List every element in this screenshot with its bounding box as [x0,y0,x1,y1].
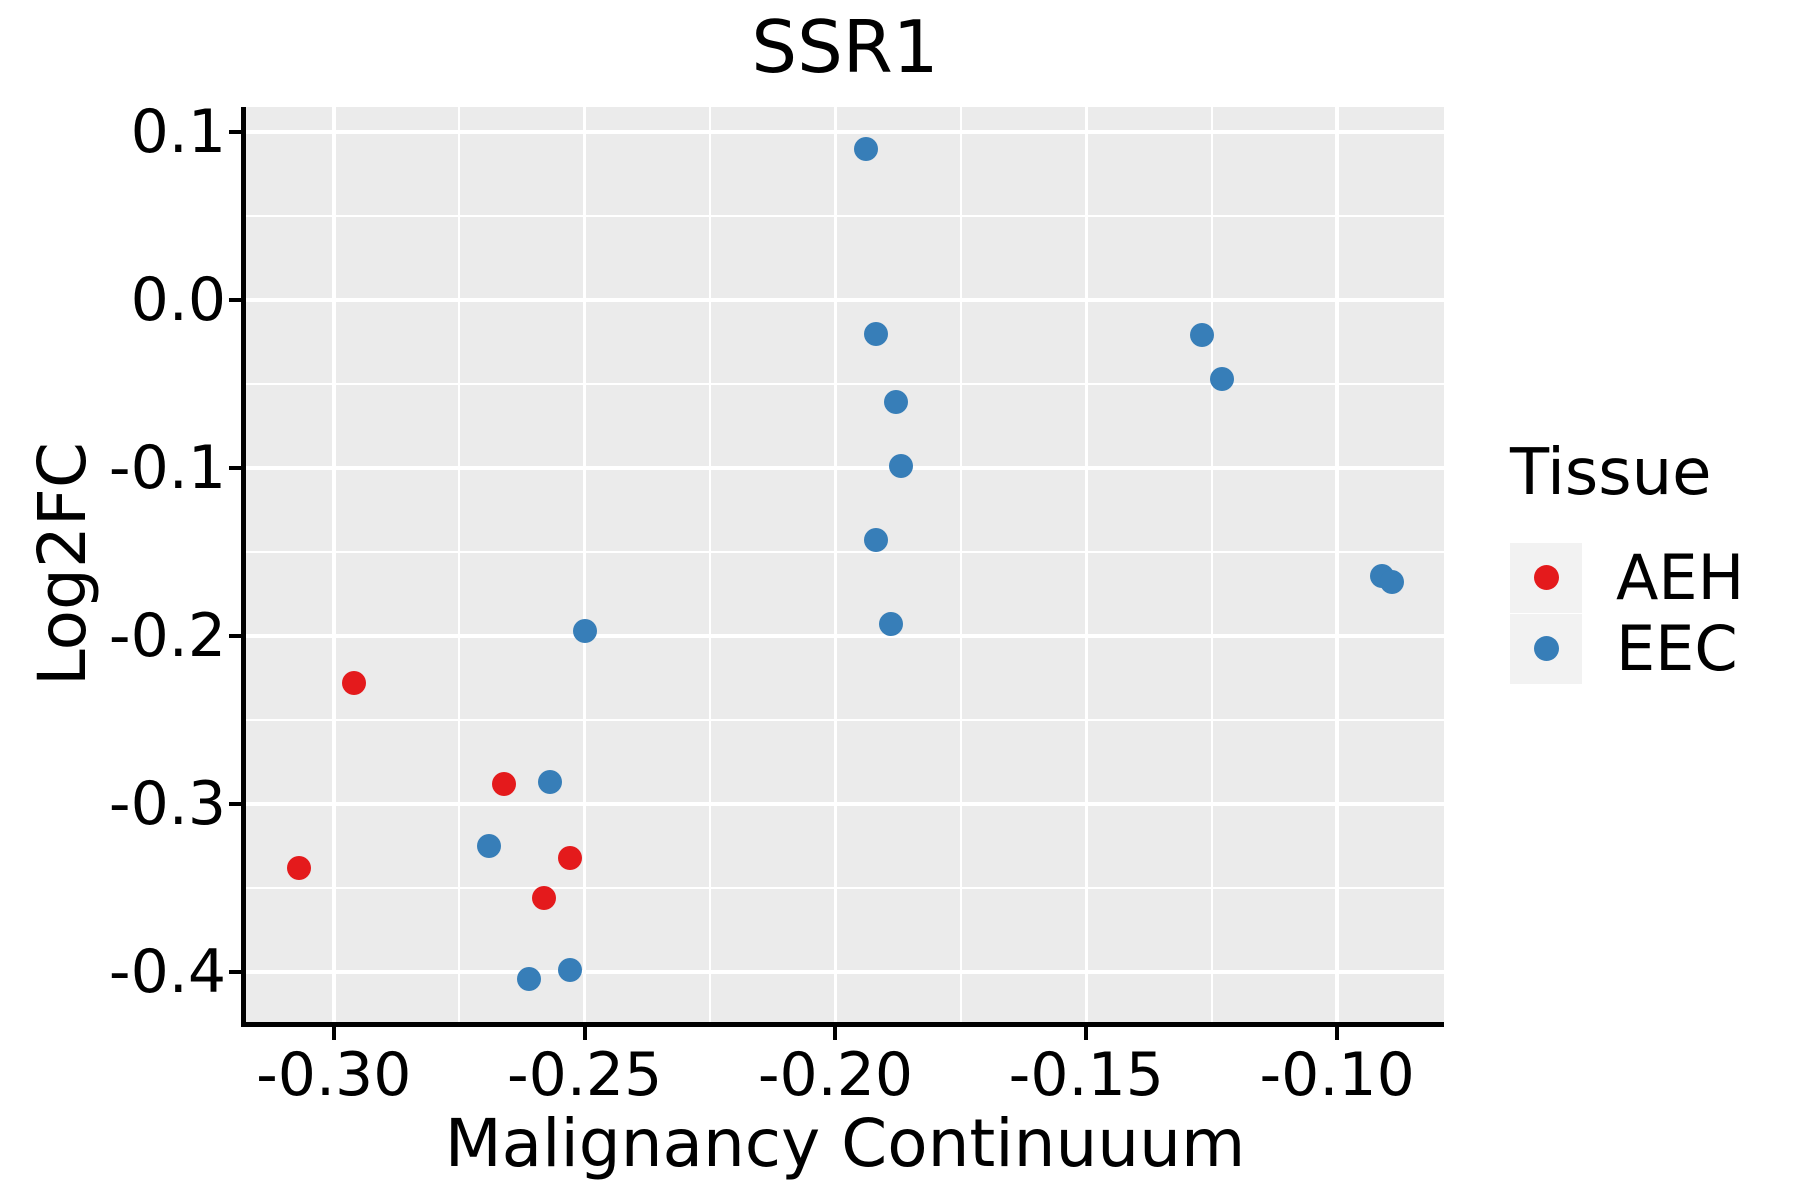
data-point-aeh [557,845,582,870]
gridline-major-y [246,130,1444,134]
data-point-eec [1380,570,1405,595]
x-tick-mark [833,1027,838,1040]
gridline-major-x [1335,107,1339,1022]
x-axis-line [241,1022,1444,1027]
x-tick-mark [1335,1027,1340,1040]
data-point-aeh [492,771,517,796]
gridline-minor-y [246,550,1444,553]
gridline-minor-y [246,718,1444,721]
plot-panel [246,107,1444,1022]
data-point-aeh [532,886,557,911]
data-point-eec [1209,366,1234,391]
legend-key [1510,613,1582,684]
y-tick-mark [229,298,242,302]
y-axis-title: Log2FC [24,442,101,686]
gridline-minor-x [1210,107,1213,1022]
gridline-minor-y [246,215,1444,218]
x-tick-label: -0.25 [507,1040,663,1110]
x-tick-label: -0.20 [757,1040,914,1110]
legend-label: EEC [1616,612,1738,686]
data-point-aeh [286,855,311,880]
legend-dot-aeh [1533,565,1559,591]
data-point-aeh [341,671,366,695]
legend: Tissue AEH EEC [1510,436,1745,686]
gridline-major-x [833,107,838,1022]
x-tick-mark [331,1027,336,1040]
data-point-eec [537,770,562,795]
data-point-eec [883,390,908,415]
data-point-eec [1189,323,1214,348]
y-tick-label: -0.1 [108,432,226,503]
gridline-major-y [246,802,1444,806]
y-tick-label: -0.2 [108,600,226,671]
legend-key [1510,542,1582,613]
gridline-major-y [246,634,1444,638]
gridline-minor-x [959,107,962,1022]
x-axis-title: Malignancy Continuuum [444,1105,1246,1182]
data-point-eec [477,833,502,858]
y-tick-mark [229,801,242,806]
data-point-eec [557,958,582,983]
legend-entry-aeh: AEH [1510,541,1745,615]
x-tick-mark [582,1027,587,1040]
gridline-major-x [582,107,587,1022]
x-tick-label: -0.10 [1259,1040,1415,1110]
gridline-major-y [246,298,1444,302]
legend-entries: AEH EEC [1510,541,1745,686]
gridline-major-y [246,970,1444,974]
x-tick-label: -0.30 [256,1040,412,1110]
data-point-eec [572,618,597,643]
gridline-major-x [332,107,336,1022]
y-tick-mark [229,465,242,470]
y-tick-mark [229,969,242,974]
legend-title: Tissue [1510,436,1712,510]
data-point-eec [517,966,542,991]
y-tick-label: -0.4 [108,936,226,1007]
x-tick-label: -0.15 [1008,1040,1164,1110]
gridline-minor-y [246,383,1444,385]
data-point-eec [863,528,888,553]
data-point-eec [878,612,903,637]
legend-label: AEH [1616,541,1745,615]
y-tick-label: 0.0 [130,265,226,335]
data-point-eec [888,454,913,479]
x-tick-mark [1084,1027,1089,1040]
y-tick-mark [229,633,242,638]
gridline-minor-y [246,886,1444,889]
y-tick-label: 0.1 [130,97,226,168]
gridline-major-y [246,466,1444,470]
legend-entry-eec: EEC [1510,612,1744,686]
gridline-major-x [1084,107,1089,1022]
gridline-minor-x [458,107,461,1022]
y-tick-label: -0.3 [108,768,226,839]
data-point-eec [853,136,878,161]
legend-dot-eec [1533,636,1559,662]
data-point-eec [863,321,888,346]
y-axis-line [241,107,246,1027]
plot-title: SSR1 [751,5,939,89]
y-tick-mark [229,130,242,135]
gridline-minor-x [709,107,712,1022]
